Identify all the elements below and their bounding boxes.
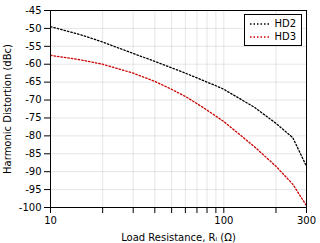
svg-text:-85: -85	[25, 148, 41, 159]
svg-text:-75: -75	[25, 112, 41, 123]
svg-text:10: 10	[44, 215, 57, 226]
svg-text:300: 300	[297, 215, 316, 226]
svg-text:-60: -60	[25, 58, 41, 69]
svg-text:-95: -95	[25, 184, 41, 195]
svg-text:100: 100	[214, 215, 233, 226]
svg-text:-50: -50	[25, 23, 41, 34]
svg-text:Load Resistance, Rₗ (Ω): Load Resistance, Rₗ (Ω)	[121, 232, 236, 243]
html-text:HD2: HD2	[274, 18, 296, 29]
html-text:HD3: HD3	[274, 31, 296, 42]
svg-text:-90: -90	[25, 166, 41, 177]
svg-text:-55: -55	[25, 41, 41, 52]
svg-text:-80: -80	[25, 130, 41, 141]
svg-text:-45: -45	[25, 5, 41, 16]
svg-text:-100: -100	[19, 202, 42, 213]
svg-text:-65: -65	[25, 76, 41, 87]
svg-text:-70: -70	[25, 94, 41, 105]
svg-text:Harmonic Distortion (dBc): Harmonic Distortion (dBc)	[2, 44, 13, 174]
